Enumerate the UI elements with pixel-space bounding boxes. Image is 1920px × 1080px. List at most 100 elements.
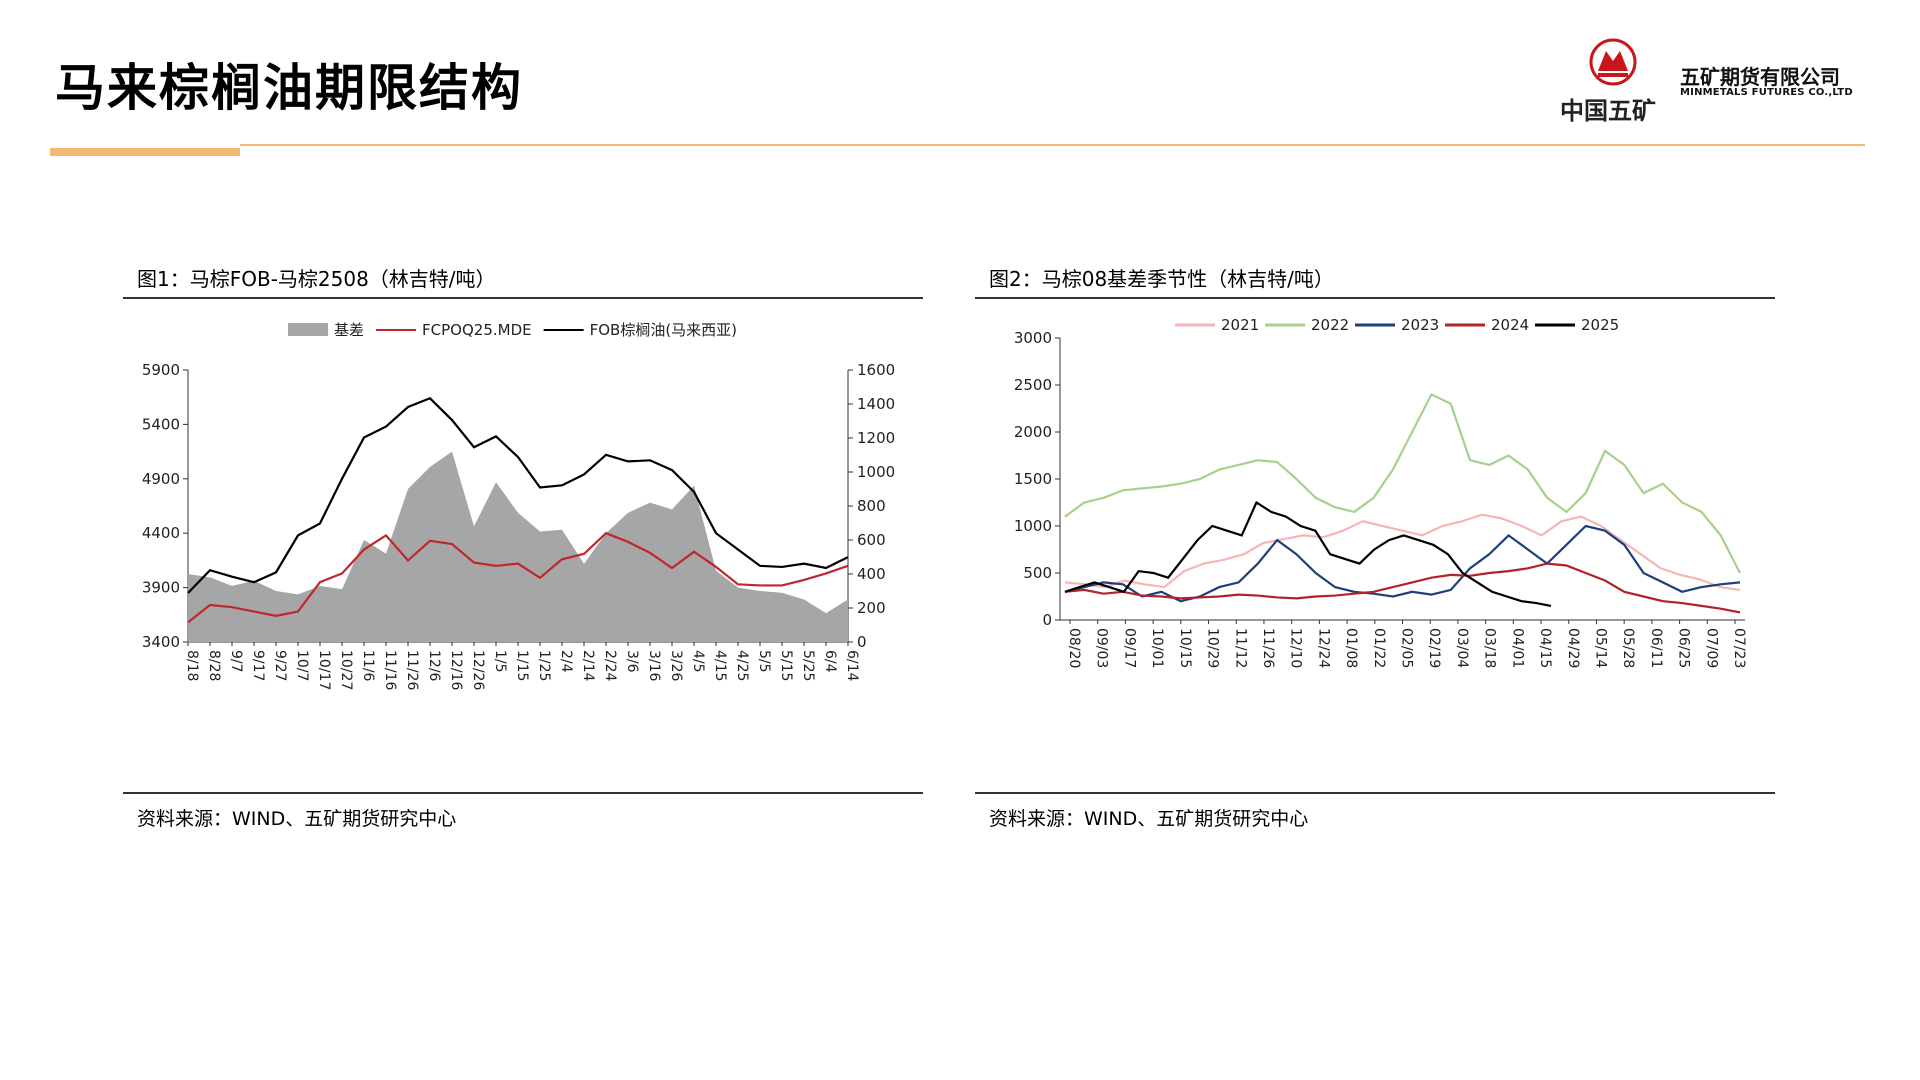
header-divider <box>240 144 1865 146</box>
y-tick-label-left: 3400 <box>142 633 180 651</box>
x-tick-label: 01/22 <box>1371 628 1387 668</box>
chart-2-svg: 2021 2022 2023 2024 2025 0 500 1000 1500 2000 2500… <box>1014 316 1747 668</box>
y-tick-label: 2000 <box>1014 423 1052 441</box>
x-tick-label: 05/14 <box>1592 628 1608 668</box>
chart-panel-2: 图2：马棕08基差季节性（林吉特/吨） 2021 2022 2023 2024 2025… <box>975 255 1775 855</box>
company-name-cn: 五矿期货有限公司 <box>1680 65 1840 89</box>
x-tick-label: 2/4 <box>558 650 574 673</box>
x-tick-label: 08/20 <box>1066 628 1082 668</box>
x-tick-label: 12/26 <box>470 650 486 690</box>
series-line-2022 <box>1064 392 1741 574</box>
y-tick-label: 0 <box>1042 611 1052 629</box>
series-line-2021 <box>1064 513 1741 592</box>
legend-label-1: FCPOQ25.MDE <box>422 321 532 339</box>
x-tick-label: 04/15 <box>1537 628 1553 668</box>
x-tick-label: 03/04 <box>1454 628 1470 668</box>
series-line-1 <box>187 531 849 624</box>
x-tick-label: 11/16 <box>382 650 398 690</box>
y-tick-label: 2500 <box>1014 376 1052 394</box>
x-tick-label: 11/12 <box>1232 628 1248 668</box>
legend-label-2024: 2024 <box>1491 316 1529 334</box>
series-line-2023 <box>1064 524 1741 603</box>
minmetals-emblem-icon <box>1589 38 1637 86</box>
page-title: 马来棕榈油期限结构 <box>55 59 523 117</box>
series-line-2025 <box>1064 500 1552 607</box>
x-tick-label: 10/15 <box>1177 628 1193 668</box>
x-tick-label: 6/4 <box>822 650 838 673</box>
x-tick-label: 5/25 <box>800 650 816 681</box>
legend-label-2: FOB棕榈油(马来西亚) <box>590 321 737 339</box>
y-tick-label-left: 5400 <box>142 415 180 433</box>
x-tick-label: 4/5 <box>690 650 706 673</box>
x-tick-label: 9/17 <box>250 650 266 681</box>
x-tick-label: 4/15 <box>712 650 728 681</box>
y-tick-label-right: 1000 <box>857 463 895 481</box>
chart-2-title: 图2：马棕08基差季节性（林吉特/吨） <box>989 267 1334 291</box>
x-tick-label: 11/6 <box>360 650 376 682</box>
y-tick-label-right: 400 <box>857 565 886 583</box>
x-tick-label: 3/16 <box>646 650 662 682</box>
legend-label-0: 基差 <box>334 321 364 339</box>
y-tick-label-left: 4400 <box>142 524 180 542</box>
x-tick-label: 05/28 <box>1620 628 1636 668</box>
chart-1-top-rule <box>123 297 923 299</box>
x-tick-label: 11/26 <box>404 650 420 690</box>
y-tick-label-right: 1400 <box>857 395 895 413</box>
x-tick-label: 03/18 <box>1482 628 1498 668</box>
x-tick-label: 04/01 <box>1509 628 1525 668</box>
y-tick-label-left: 3900 <box>142 579 180 597</box>
x-tick-label: 12/10 <box>1288 628 1304 668</box>
x-tick-label: 12/6 <box>426 650 442 682</box>
company-logo: 中国五矿 五矿期货有限公司 MINMETALS FUTURES CO.,LTD <box>1560 35 1880 125</box>
x-tick-label: 9/27 <box>272 650 288 681</box>
x-tick-label: 1/25 <box>536 650 552 681</box>
y-tick-label: 1500 <box>1014 470 1052 488</box>
x-tick-label: 10/29 <box>1205 628 1221 668</box>
chart-2-bottom-rule <box>975 792 1775 794</box>
x-tick-label: 8/18 <box>184 650 200 681</box>
x-tick-label: 2/24 <box>602 650 618 682</box>
series-area-basis <box>188 451 848 642</box>
x-tick-label: 9/7 <box>228 650 244 673</box>
x-tick-label: 06/25 <box>1676 628 1692 668</box>
chart-1-title: 图1：马棕FOB-马棕2508（林吉特/吨） <box>137 267 496 291</box>
y-tick-label-right: 0 <box>857 633 867 651</box>
x-tick-label: 01/08 <box>1343 628 1359 668</box>
legend-swatch-0 <box>288 323 328 336</box>
y-tick-label: 500 <box>1023 564 1052 582</box>
chart-1-svg: 基差 FCPOQ25.MDE FOB棕榈油(马来西亚) 3400 3900 4400 490… <box>142 321 895 690</box>
y-tick-label-left: 5900 <box>142 361 180 379</box>
x-tick-label: 09/17 <box>1121 628 1137 668</box>
x-tick-label: 10/01 <box>1149 628 1165 668</box>
legend-label-2022: 2022 <box>1311 316 1349 334</box>
x-tick-label: 10/17 <box>316 650 332 690</box>
x-tick-label: 1/5 <box>492 650 508 673</box>
y-tick-label-right: 1200 <box>857 429 895 447</box>
x-tick-label: 02/19 <box>1426 628 1442 668</box>
chart-1-bottom-rule <box>123 792 923 794</box>
y-tick-label-right: 600 <box>857 531 886 549</box>
logo-caption: 中国五矿 <box>1560 97 1656 125</box>
x-tick-label: 10/27 <box>338 650 354 690</box>
x-tick-label: 10/7 <box>294 650 310 681</box>
legend-label-2025: 2025 <box>1581 316 1619 334</box>
x-tick-label: 12/16 <box>448 650 464 690</box>
x-tick-label: 2/14 <box>580 650 596 682</box>
x-tick-label: 06/11 <box>1648 628 1664 668</box>
y-tick-label: 1000 <box>1014 517 1052 535</box>
series-line-2 <box>187 397 849 594</box>
y-tick-label-left: 4900 <box>142 470 180 488</box>
chart-2-source: 资料来源：WIND、五矿期货研究中心 <box>989 808 1309 830</box>
x-tick-label: 04/29 <box>1565 628 1581 668</box>
x-tick-label: 12/24 <box>1315 628 1331 668</box>
company-name-en: MINMETALS FUTURES CO.,LTD <box>1680 87 1853 98</box>
x-tick-label: 02/05 <box>1399 628 1415 668</box>
legend-label-2023: 2023 <box>1401 316 1439 334</box>
x-tick-label: 8/28 <box>206 650 222 681</box>
chart-1-source: 资料来源：WIND、五矿期货研究中心 <box>137 808 457 830</box>
x-tick-label: 1/15 <box>514 650 530 681</box>
x-tick-label: 6/14 <box>844 650 860 682</box>
chart-2-top-rule <box>975 297 1775 299</box>
x-tick-label: 07/09 <box>1703 628 1719 668</box>
x-tick-label: 3/6 <box>624 650 640 673</box>
